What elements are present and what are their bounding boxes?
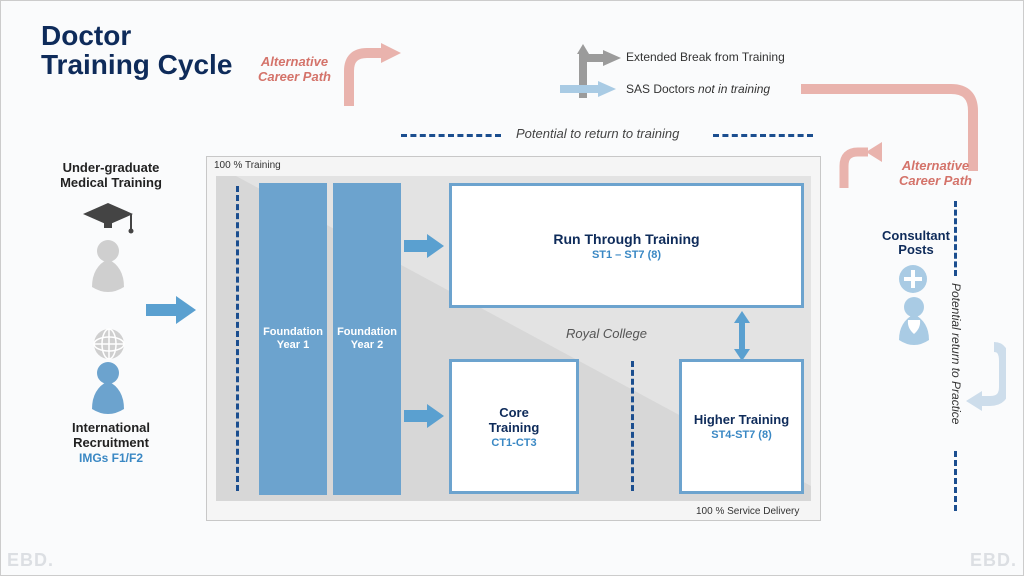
dash-return-left — [401, 134, 501, 137]
legend-sas-text: SAS Doctors not in training — [626, 82, 770, 96]
higher-training-box: Higher Training ST4-ST7 (8) — [679, 359, 804, 494]
alt-path-arrow-right — [836, 138, 886, 193]
return-arrow-icon — [966, 341, 1006, 411]
dash-return-practice-bottom — [954, 451, 957, 511]
training-bottom-label: 100 % Service Delivery — [696, 506, 799, 517]
alt-path-text-1: AlternativeCareer Path — [258, 54, 331, 84]
entry-arrow-icon — [146, 296, 196, 324]
training-top-label: 100 % Training — [214, 160, 281, 171]
person-blue-icon — [86, 361, 131, 416]
alt-path-label-top-left: AlternativeCareer Path — [258, 55, 331, 85]
core-training-box: CoreTraining CT1-CT3 — [449, 359, 579, 494]
dash-return-right — [713, 134, 813, 137]
foundation-y1-label: FoundationYear 1 — [263, 326, 323, 352]
arrow-to-core-icon — [404, 404, 444, 428]
title-line2: Training Cycle — [41, 49, 232, 80]
legend-sas-prefix: SAS Doctors — [626, 82, 698, 96]
person-grey-icon — [86, 239, 131, 294]
diagram-canvas: Doctor Training Cycle AlternativeCareer … — [0, 0, 1024, 576]
potential-return-practice-label: Potential return to Practice — [949, 283, 963, 424]
run-through-sub: ST1 – ST7 (8) — [592, 249, 661, 261]
royal-college-label: Royal College — [566, 326, 647, 341]
graduate-cap-icon — [81, 201, 136, 236]
foundation-year-2-box: FoundationYear 2 — [333, 183, 401, 495]
consultant-plus-icon — [898, 264, 928, 294]
dash-inner-left — [236, 186, 239, 491]
consultant-person-icon — [894, 296, 934, 346]
watermark-left: EBD. — [7, 550, 54, 571]
foundation-year-1-box: FoundationYear 1 — [259, 183, 327, 495]
watermark-right: EBD. — [970, 550, 1017, 571]
foundation-y2-label: FoundationYear 2 — [337, 326, 397, 352]
run-through-box: Run Through Training ST1 – ST7 (8) — [449, 183, 804, 308]
entry-international-sub: IMGs F1/F2 — [79, 451, 143, 465]
entry-international-label: InternationalRecruitment IMGs F1/F2 — [51, 421, 171, 466]
higher-sub: ST4-ST7 (8) — [711, 429, 772, 441]
legend-sas-arrow — [556, 79, 616, 99]
alt-path-label-right: AlternativeCareer Path — [899, 159, 972, 189]
legend-sas-italic: not in training — [698, 82, 770, 96]
vertical-double-arrow-icon — [733, 311, 751, 361]
core-main: CoreTraining — [489, 405, 540, 435]
legend-sas: SAS Doctors not in training — [626, 82, 770, 96]
core-sub: CT1-CT3 — [491, 437, 536, 449]
higher-main: Higher Training — [694, 412, 789, 427]
alt-path-arrow-top-left — [341, 31, 401, 111]
legend-extended-text: Extended Break from Training — [626, 50, 785, 64]
entry-undergrad-label: Under-graduateMedical Training — [51, 161, 171, 191]
globe-icon — [91, 326, 127, 362]
dash-return-practice-top — [954, 201, 957, 276]
dash-between-core-higher — [631, 361, 634, 491]
run-through-main: Run Through Training — [553, 231, 699, 247]
title-line1: Doctor — [41, 20, 131, 51]
consultant-posts-label: ConsultantPosts — [871, 229, 961, 258]
arrow-to-runthrough-icon — [404, 234, 444, 258]
potential-return-training-label: Potential to return to training — [516, 126, 679, 141]
page-title: Doctor Training Cycle — [41, 21, 232, 80]
legend-extended: Extended Break from Training — [626, 50, 785, 64]
